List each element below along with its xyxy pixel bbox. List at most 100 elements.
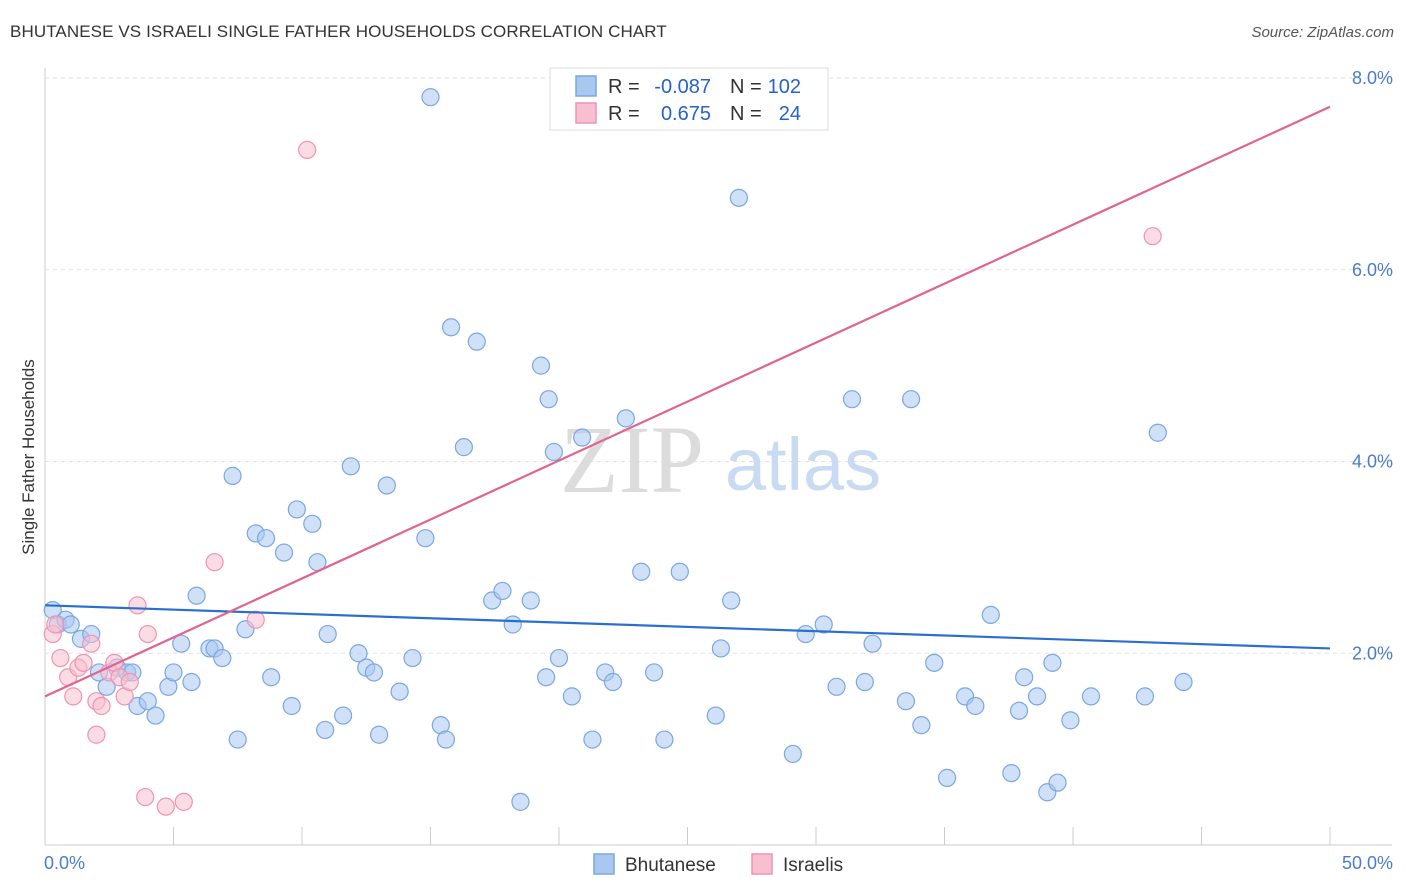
bhutanese-point	[722, 591, 741, 610]
bhutanese-trend-line	[44, 604, 1331, 650]
bhutanese-point	[1174, 672, 1193, 692]
bhutanese-point	[318, 624, 337, 644]
y-tick-label: 8.0%	[1352, 68, 1393, 88]
bhutanese-point	[334, 706, 353, 725]
bhutanese-point	[511, 792, 530, 811]
bhutanese-point	[454, 438, 474, 457]
grid	[45, 77, 1392, 654]
bhutanese-point	[706, 706, 725, 725]
bhutanese-point	[303, 514, 322, 533]
israelis-point	[156, 797, 175, 816]
bhutanese-point	[274, 543, 294, 562]
y-tick-label: 4.0%	[1352, 452, 1393, 472]
bhutanese-point	[138, 692, 157, 711]
bhutanese-point	[223, 466, 242, 485]
bhutanese-point	[855, 672, 874, 692]
bhutanese-point	[632, 562, 651, 581]
bhutanese-point	[1027, 687, 1047, 706]
legend-n-value-israelis: 24	[779, 103, 801, 125]
bhutanese-point	[187, 586, 206, 605]
israelis-point	[46, 615, 65, 634]
bhutanese-point	[1148, 423, 1167, 442]
bhutanese-point	[644, 663, 664, 682]
bhutanese-point	[616, 409, 635, 428]
bhutanese-point	[213, 648, 232, 668]
israelis-point	[74, 653, 93, 672]
bhutanese-point	[896, 692, 916, 711]
bhutanese-point	[539, 390, 558, 409]
bhutanese-point	[256, 529, 276, 548]
bhutanese-point	[503, 615, 522, 634]
bottom-legend-swatch-bhutanese	[593, 853, 615, 875]
bhutanese-point	[349, 644, 368, 663]
bhutanese-point	[390, 682, 409, 701]
bhutanese-point	[421, 88, 440, 107]
legend-n-value-bhutanese: 102	[768, 76, 801, 98]
legend-swatch-israelis	[575, 102, 597, 124]
bhutanese-point	[146, 706, 165, 725]
bhutanese-point	[441, 318, 461, 337]
bhutanese-point	[403, 648, 422, 668]
israelis-point	[246, 610, 265, 629]
bhutanese-point	[912, 716, 931, 735]
israelis-trend-line	[44, 105, 1331, 698]
bhutanese-point	[670, 562, 689, 581]
bhutanese-point	[164, 663, 183, 682]
israelis-point	[82, 634, 101, 653]
bhutanese-point	[262, 668, 281, 687]
bhutanese-point	[537, 668, 556, 687]
bhutanese-point	[416, 529, 435, 548]
legend-r-value-bhutanese: -0.087	[654, 76, 711, 98]
bhutanese-point	[467, 332, 486, 351]
bhutanese-point	[583, 730, 602, 749]
bhutanese-point	[1015, 668, 1034, 687]
bhutanese-point	[796, 624, 815, 644]
israelis-point	[87, 725, 106, 744]
bhutanese-point	[182, 672, 201, 692]
bhutanese-point	[827, 677, 846, 696]
bhutanese-point	[316, 720, 335, 740]
legend-n-label-israelis: N =	[730, 103, 762, 125]
bhutanese-point	[1135, 687, 1155, 706]
israelis-point	[64, 687, 83, 706]
legend-r-label-israelis: R =	[608, 103, 640, 125]
axes	[44, 68, 1392, 846]
legend-n-label-bhutanese: N =	[730, 76, 762, 98]
bottom-legend: Bhutanese Israelis	[593, 853, 843, 876]
y-tick-label: 2.0%	[1352, 643, 1393, 663]
legend-r-label-bhutanese: R =	[608, 76, 640, 98]
bhutanese-point	[493, 581, 512, 601]
bhutanese-point	[814, 615, 833, 634]
bhutanese-point	[1048, 773, 1067, 792]
bhutanese-point	[573, 428, 592, 447]
chart-title: BHUTANESE VS ISRAELI SINGLE FATHER HOUSE…	[10, 22, 667, 41]
bhutanese-point	[549, 648, 569, 668]
bottom-legend-label-israelis: Israelis	[783, 855, 843, 876]
israelis-point	[174, 792, 193, 811]
source-label: Source: ZipAtlas.com	[1251, 24, 1394, 41]
bhutanese-point	[783, 744, 802, 764]
bhutanese-point	[364, 663, 384, 682]
bhutanese-point	[863, 634, 882, 653]
israelis-point	[120, 672, 139, 692]
correlation-legend: R = -0.087 N = 102 R = 0.675 N = 24	[549, 67, 829, 131]
bhutanese-point	[729, 188, 749, 207]
israelis-point	[205, 553, 224, 572]
israelis-point	[51, 648, 70, 668]
legend-swatch-bhutanese	[575, 75, 597, 97]
y-axis-label: Single Father Households	[19, 359, 38, 555]
bhutanese-point	[377, 476, 396, 495]
bhutanese-point	[172, 634, 191, 653]
bhutanese-point	[981, 605, 1000, 625]
bhutanese-point	[925, 653, 944, 672]
bhutanese-point	[655, 730, 674, 749]
bhutanese-point	[521, 591, 540, 610]
watermark: ZIP atlas	[560, 406, 881, 513]
bhutanese-point	[1002, 763, 1021, 783]
bhutanese-point	[937, 768, 957, 787]
bhutanese-point	[1043, 653, 1062, 672]
bhutanese-point	[562, 687, 581, 706]
bhutanese-point	[370, 725, 389, 744]
x-tick-label: 0.0%	[44, 853, 85, 873]
